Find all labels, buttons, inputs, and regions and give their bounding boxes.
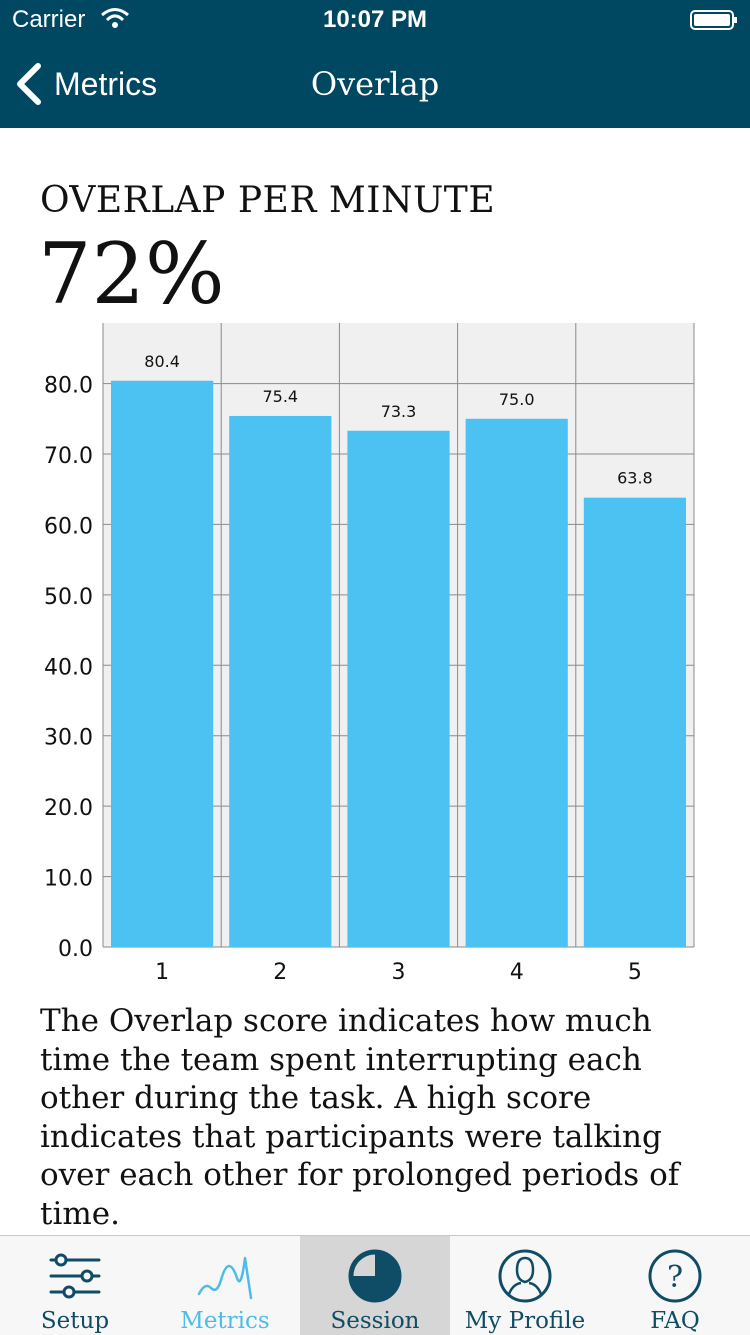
y-tick-label: 60.0 — [44, 514, 93, 539]
y-tick-label: 50.0 — [44, 585, 93, 610]
metric-value: 72% — [38, 225, 225, 323]
y-tick-label: 40.0 — [44, 655, 93, 680]
y-tick-label: 20.0 — [44, 796, 93, 821]
back-button[interactable]: Metrics — [14, 40, 157, 128]
overlap-bar-chart: 0.0 10.0 20.0 30.0 40.0 50.0 60.0 70.0 80.0 80.4 1… — [44, 323, 695, 985]
chevron-left-icon — [17, 63, 41, 105]
status-time: 10:07 PM — [322, 6, 428, 33]
navigation-bar: Metrics Overlap — [0, 40, 750, 128]
x-tick-label: 1 — [155, 960, 169, 985]
tab-setup[interactable]: Setup — [0, 1236, 150, 1335]
x-tick-label: 3 — [392, 960, 406, 985]
profile-icon — [498, 1249, 552, 1303]
chart-bar — [111, 380, 214, 947]
y-tick-label: 80.0 — [44, 374, 93, 399]
metric-title: OVERLAP PER MINUTE — [40, 180, 496, 221]
tab-label-setup: Setup — [40, 1308, 110, 1334]
tab-label-my-profile: My Profile — [464, 1308, 586, 1334]
tab-my-profile[interactable]: My Profile — [450, 1236, 600, 1335]
bar-data-label: 73.3 — [381, 402, 417, 421]
y-tick-label: 10.0 — [44, 867, 93, 892]
tab-label-metrics: Metrics — [180, 1308, 270, 1334]
bar-data-label: 75.4 — [262, 387, 298, 406]
tab-faq[interactable]: ? FAQ — [600, 1236, 750, 1335]
bar-data-label: 75.0 — [499, 390, 535, 409]
chart-bar — [583, 497, 686, 947]
wave-chart-icon — [197, 1256, 253, 1300]
y-tick-label: 30.0 — [44, 726, 93, 751]
bar-data-label: 80.4 — [144, 352, 180, 371]
bar-data-label: 63.8 — [617, 469, 653, 488]
pie-chart-icon — [348, 1249, 402, 1303]
chart-bar — [465, 418, 568, 947]
tab-label-faq: FAQ — [650, 1308, 700, 1334]
chart-bar — [347, 430, 450, 947]
y-tick-label: 0.0 — [58, 937, 93, 962]
tab-session[interactable]: Session — [300, 1236, 450, 1335]
svg-text:?: ? — [667, 1260, 683, 1295]
battery-icon — [690, 10, 737, 30]
x-tick-label: 2 — [273, 960, 287, 985]
carrier-label: Carrier — [12, 6, 86, 33]
tab-label-session: Session — [330, 1308, 420, 1334]
chart-bar — [229, 415, 332, 947]
tab-bar: Setup Metrics Session My Profile ? FAQ — [0, 1235, 750, 1335]
tab-metrics[interactable]: Metrics — [150, 1236, 300, 1335]
y-tick-label: 70.0 — [44, 444, 93, 469]
back-label: Metrics — [54, 65, 158, 102]
sliders-icon — [49, 1253, 101, 1299]
question-icon: ? — [648, 1249, 702, 1303]
metric-description: The Overlap score indicates how much tim… — [40, 1003, 680, 1232]
wifi-icon — [101, 8, 129, 28]
x-tick-label: 4 — [510, 960, 524, 985]
x-tick-label: 5 — [628, 960, 642, 985]
status-bar: Carrier 10:07 PM — [0, 0, 750, 40]
